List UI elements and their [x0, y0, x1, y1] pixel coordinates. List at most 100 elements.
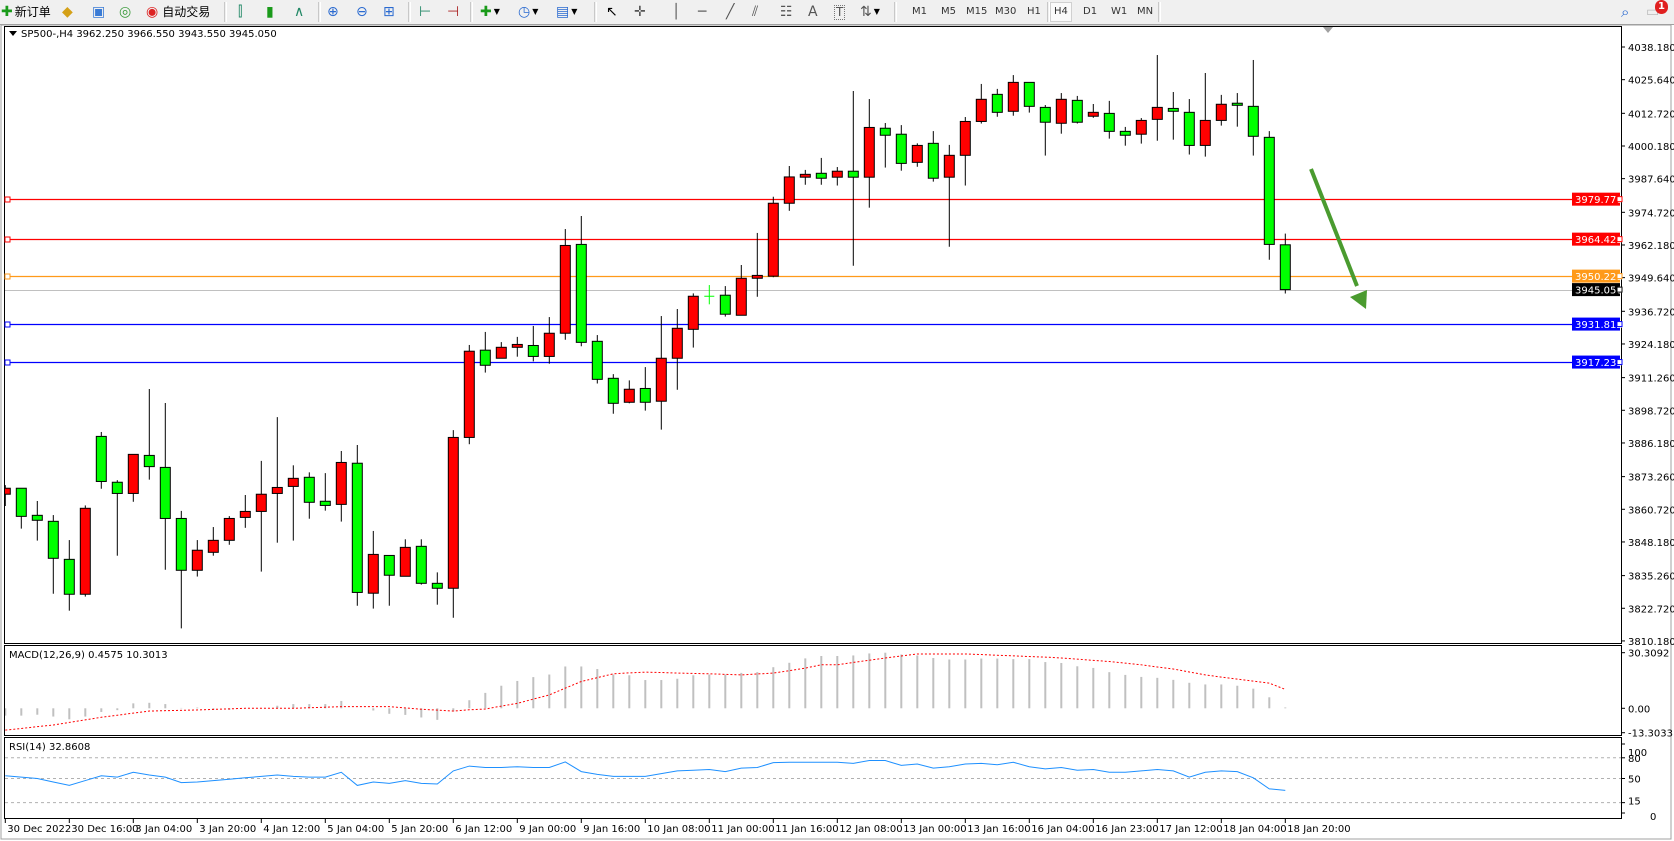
candle[interactable]: [815, 157, 827, 185]
main-price-panel[interactable]: [4, 26, 1622, 644]
vertical-line-button[interactable]: │: [672, 2, 680, 22]
zoom-out-button[interactable]: ⊖: [356, 2, 368, 22]
down-arrow-annotation[interactable]: [1309, 168, 1359, 287]
candle[interactable]: [607, 374, 619, 414]
level-handle-right[interactable]: [1616, 196, 1623, 203]
notifications-button[interactable]: ▭ 1: [1646, 0, 1668, 22]
candle[interactable]: [303, 472, 315, 519]
new-order-button[interactable]: ✚ 新订单: [1, 2, 51, 22]
candle[interactable]: [543, 317, 555, 364]
level-handle-right[interactable]: [1616, 236, 1623, 243]
line-chart-button[interactable]: ∧: [294, 2, 304, 22]
candle[interactable]: [1279, 233, 1291, 294]
candle[interactable]: [1039, 105, 1051, 156]
candle[interactable]: [1007, 75, 1019, 116]
tile-windows-button[interactable]: ⊞: [383, 2, 395, 22]
candle[interactable]: [1023, 81, 1035, 113]
signals-button[interactable]: ◎: [119, 2, 131, 22]
candle[interactable]: [1135, 118, 1147, 144]
candle[interactable]: [367, 530, 379, 609]
candle[interactable]: [431, 572, 443, 605]
candle[interactable]: [639, 367, 651, 411]
candle[interactable]: [1151, 55, 1163, 141]
candle[interactable]: [95, 431, 107, 489]
auto-scroll-button[interactable]: ⊢: [419, 2, 431, 22]
candle[interactable]: [383, 554, 395, 606]
candle[interactable]: [1263, 131, 1275, 260]
candle[interactable]: [1215, 94, 1227, 126]
candle[interactable]: [271, 417, 283, 543]
timeframe-w1[interactable]: W1: [1111, 6, 1128, 17]
text-label-button[interactable]: T: [834, 2, 846, 22]
candlestick-chart-button[interactable]: ▮: [266, 2, 274, 22]
candle[interactable]: [1103, 100, 1115, 139]
candle[interactable]: [1087, 103, 1099, 118]
level-handle-right[interactable]: [1616, 273, 1623, 280]
candle[interactable]: [191, 540, 203, 577]
level-handle-left[interactable]: [4, 236, 11, 243]
candle[interactable]: [287, 465, 299, 541]
candle[interactable]: [1071, 95, 1083, 124]
periods-button[interactable]: ◷ ▼: [518, 2, 538, 22]
candle[interactable]: [415, 539, 427, 585]
candle[interactable]: [63, 540, 75, 611]
candle[interactable]: [79, 505, 91, 597]
timeframe-m30[interactable]: M30: [995, 6, 1017, 17]
candle[interactable]: [255, 460, 267, 572]
candle[interactable]: [1119, 126, 1131, 146]
indicators-button[interactable]: ✚ ▼: [480, 2, 500, 22]
candle[interactable]: [47, 515, 59, 594]
candle[interactable]: [767, 196, 779, 278]
cursor-button[interactable]: ↖: [606, 2, 618, 22]
candle[interactable]: [0, 485, 11, 506]
candle[interactable]: [511, 336, 523, 357]
fibonacci-button[interactable]: ☷: [780, 2, 793, 22]
candle[interactable]: [991, 88, 1003, 117]
level-handle-right[interactable]: [1616, 359, 1623, 366]
candle[interactable]: [959, 117, 971, 186]
candle[interactable]: [623, 380, 635, 404]
level-handle-left[interactable]: [4, 273, 11, 280]
candle[interactable]: [15, 487, 27, 529]
candle[interactable]: [687, 293, 699, 348]
candle[interactable]: [783, 165, 795, 211]
candle[interactable]: [655, 316, 667, 430]
chart-menu-triangle-icon[interactable]: [9, 31, 17, 36]
candle[interactable]: [527, 325, 539, 362]
candle[interactable]: [671, 309, 683, 390]
zoom-in-button[interactable]: ⊕: [327, 2, 339, 22]
level-handle-right[interactable]: [1616, 321, 1623, 328]
timeframe-h1[interactable]: H1: [1027, 6, 1041, 17]
level-handle-left[interactable]: [4, 359, 11, 366]
candle[interactable]: [207, 527, 219, 556]
candle[interactable]: [143, 388, 155, 480]
trendline-button[interactable]: ╱: [726, 2, 734, 22]
level-handle-left[interactable]: [4, 321, 11, 328]
candle[interactable]: [223, 516, 235, 545]
candle[interactable]: [1055, 93, 1067, 134]
candle[interactable]: [559, 229, 571, 340]
timeframe-d1[interactable]: D1: [1083, 6, 1098, 17]
candle[interactable]: [335, 450, 347, 522]
candle[interactable]: [591, 335, 603, 384]
candle[interactable]: [31, 500, 43, 541]
candle[interactable]: [447, 430, 459, 618]
candle[interactable]: [1247, 59, 1259, 156]
navigator-button[interactable]: ▣: [92, 2, 105, 22]
candle[interactable]: [704, 285, 715, 305]
candle[interactable]: [975, 83, 987, 124]
crosshair-button[interactable]: ✛: [634, 2, 646, 22]
candle[interactable]: [831, 167, 843, 186]
candle[interactable]: [895, 125, 907, 171]
candle[interactable]: [1183, 99, 1195, 155]
candle[interactable]: [111, 480, 123, 556]
candle[interactable]: [751, 232, 763, 297]
search-button[interactable]: ⌕: [1621, 2, 1629, 22]
timeframe-m15[interactable]: M15: [966, 6, 988, 17]
bar-chart-button[interactable]: ⫿: [238, 2, 242, 22]
candle[interactable]: [927, 131, 939, 182]
level-handle-right[interactable]: [1616, 286, 1623, 293]
macd-panel[interactable]: [4, 645, 1622, 736]
candle[interactable]: [719, 286, 731, 317]
channel-button[interactable]: ⫽: [752, 2, 758, 22]
